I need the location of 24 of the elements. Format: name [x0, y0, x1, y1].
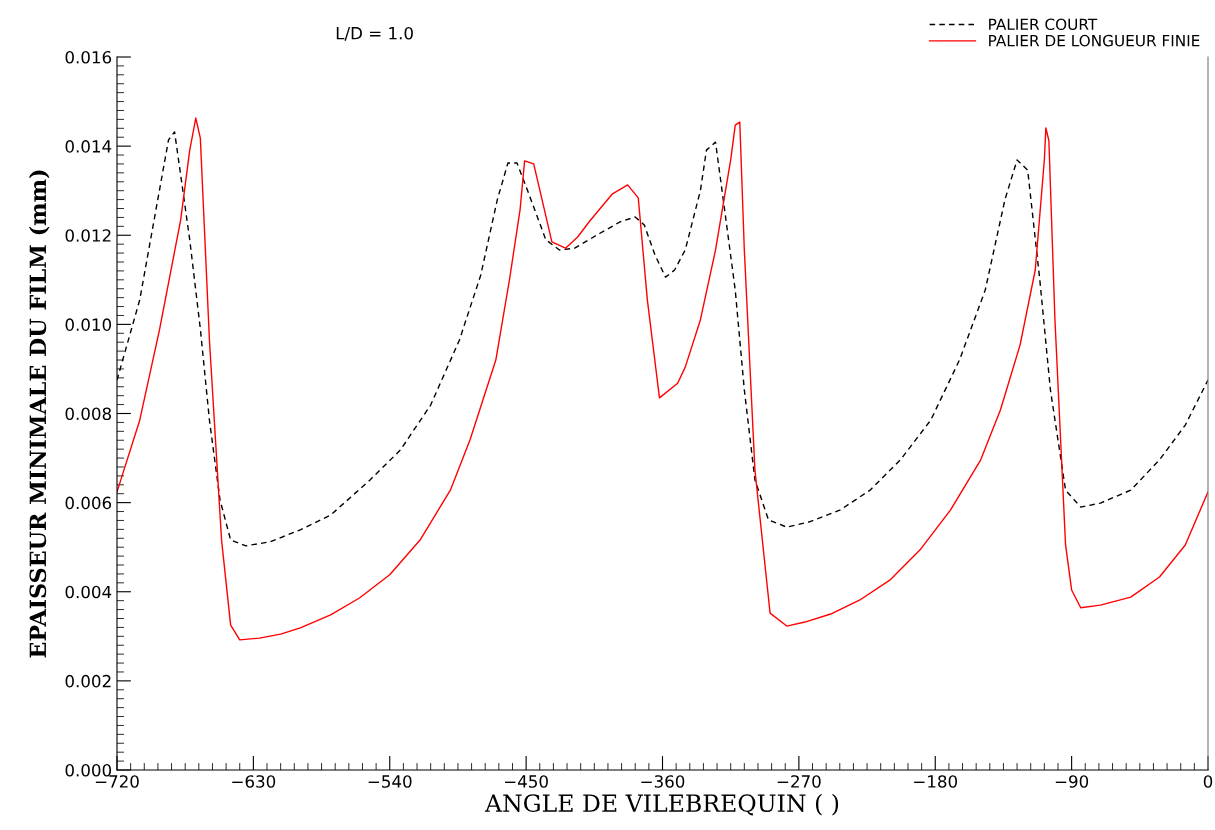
x-tick-label: −540: [368, 775, 412, 788]
y-tick-label: 0.000: [65, 763, 112, 777]
line-series: [117, 117, 1208, 641]
legend-label: PALIER COURT: [989, 18, 1098, 31]
x-tick-label: −450: [505, 775, 548, 788]
x-axis-title: ANGLE DE VILEBREQUIN ( ): [484, 793, 839, 816]
y-tick-label: 0.010: [65, 318, 112, 331]
x-tick-label: −360: [641, 775, 685, 788]
y-tick-label: 0.006: [65, 496, 112, 510]
y-axis-title: EPAISSEUR MINIMALE DU FILM (mm): [29, 170, 50, 658]
x-tick-label: −270: [777, 775, 821, 788]
chart-title: L/D = 1.0: [336, 26, 413, 41]
x-tick-label: −720: [95, 775, 139, 788]
y-tick-label: 0.002: [65, 674, 111, 688]
x-tick-label: −630: [232, 775, 276, 788]
y-tick-label: 0.004: [65, 585, 112, 599]
y-tick-label: 0.016: [65, 50, 112, 64]
x-tick-label: 0: [1203, 775, 1213, 788]
y-tick-label: 0.012: [65, 229, 111, 242]
x-tick-label: −180: [914, 775, 958, 788]
legend-label: PALIER DE LONGUEUR FINIE: [989, 34, 1200, 47]
y-tick-label: 0.008: [65, 407, 111, 421]
x-tick-label: −90: [1055, 775, 1089, 788]
y-tick-label: 0.014: [65, 140, 112, 153]
